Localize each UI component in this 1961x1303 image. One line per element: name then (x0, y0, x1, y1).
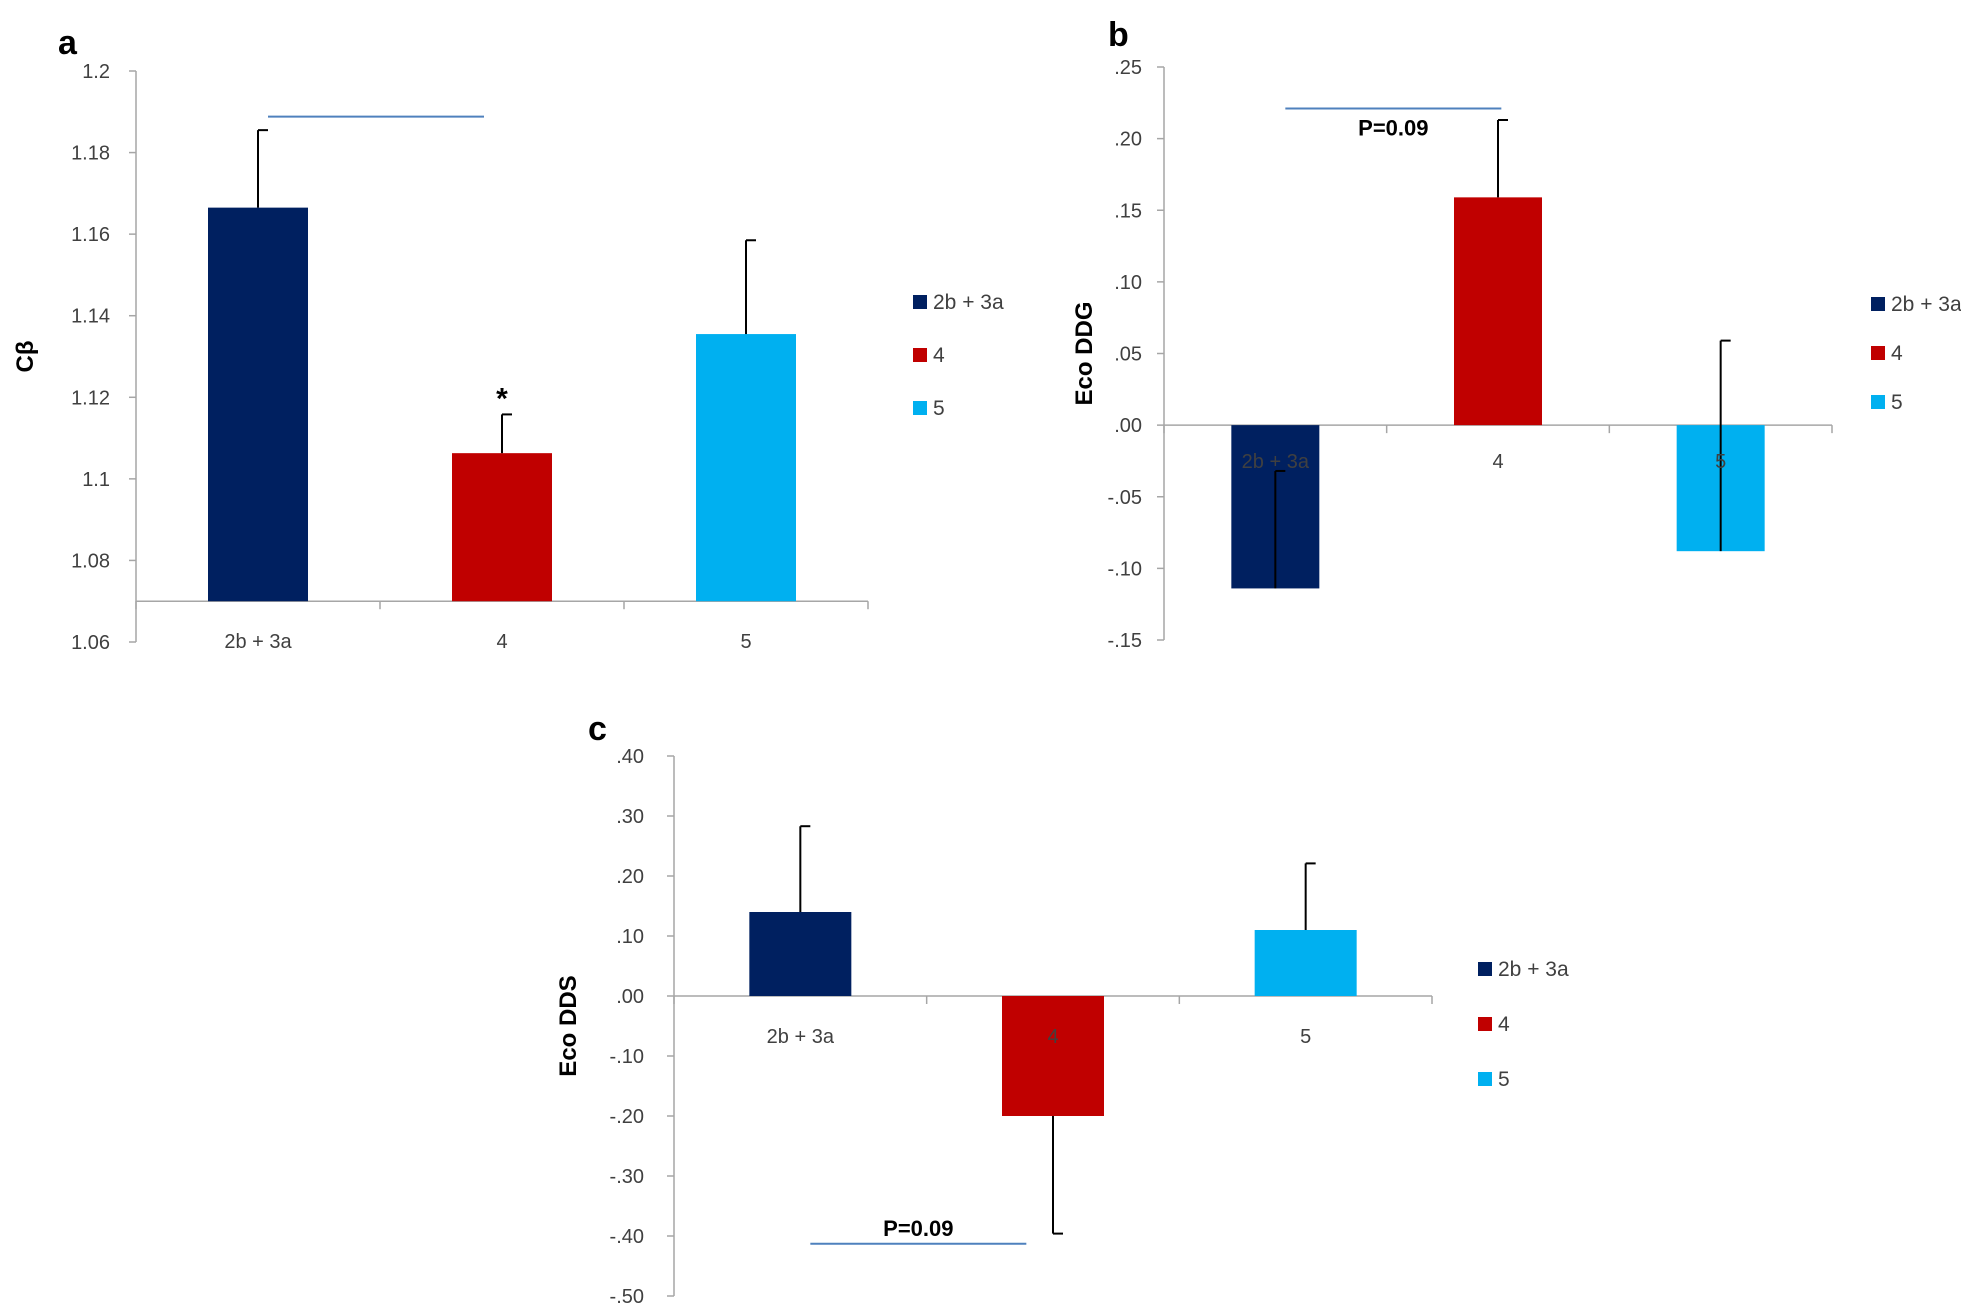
legend-label: 4 (1498, 1013, 1510, 1036)
panel-a: a Cβ 1.06 1.08 1.1 1.12 1.14 1.16 1.18 1.2 2b + 3a… (12, 24, 1004, 654)
panel-b: b Eco DDG -.15 -.10 -.05 .00 .05 .10 .15 .20 .25 2b… (1071, 16, 1961, 652)
y-axis-title: Eco DDS (555, 975, 582, 1076)
y-tick-label: .25 (1114, 57, 1142, 79)
y-tick-label: 1.06 (71, 632, 110, 654)
y-tick-label: 1.1 (82, 469, 110, 491)
p-value-label: P=0.09 (1358, 116, 1428, 141)
bar (1454, 197, 1542, 426)
legend-swatch (1478, 1072, 1492, 1086)
category-label: 4 (1492, 451, 1503, 473)
legend-label: 4 (1891, 342, 1903, 365)
legend-swatch (1478, 1017, 1492, 1031)
category-label: 2b + 3a (224, 631, 292, 653)
y-tick-label: .10 (1114, 272, 1142, 294)
y-axis-title: Cβ (12, 341, 39, 373)
legend-swatch (1871, 346, 1885, 360)
bar (1002, 996, 1104, 1116)
y-tick-label: 1.2 (82, 61, 110, 83)
panel-letter: b (1108, 16, 1129, 54)
legend-label: 2b + 3a (1891, 293, 1961, 316)
category-label: 5 (1300, 1026, 1311, 1048)
legend-label: 5 (1498, 1068, 1510, 1091)
y-axis-title: Eco DDG (1071, 301, 1098, 405)
panel-c: c Eco DDS -.50 -.40 -.30 -.20 -.10 .00 .10 .20 .30… (555, 710, 1569, 1303)
y-tick-label: -.50 (610, 1286, 644, 1303)
bar (208, 207, 308, 602)
y-tick-label: .00 (616, 986, 644, 1008)
y-tick-label: 1.08 (71, 550, 110, 572)
legend-label: 2b + 3a (1498, 958, 1569, 981)
y-tick-label: -.10 (1108, 558, 1142, 580)
legend-swatch (913, 401, 927, 415)
significance-star: * (496, 382, 508, 415)
y-tick-label: -.10 (610, 1046, 644, 1068)
category-label: 2b + 3a (767, 1026, 835, 1048)
panel-letter: a (58, 24, 78, 62)
y-tick-label: .00 (1114, 415, 1142, 437)
bar (452, 453, 552, 602)
y-tick-label: 1.12 (71, 387, 110, 409)
y-tick-label: .10 (616, 926, 644, 948)
category-label: 5 (740, 631, 751, 653)
y-tick-label: -.20 (610, 1106, 644, 1128)
bar (749, 912, 852, 996)
y-tick-label: .20 (616, 866, 644, 888)
y-tick-label: -.15 (1108, 630, 1142, 652)
legend-swatch (1871, 395, 1885, 409)
category-label: 5 (1715, 451, 1726, 473)
legend-swatch (913, 348, 927, 362)
y-tick-label: 1.14 (71, 306, 110, 328)
legend-swatch (1871, 297, 1885, 311)
panel-letter: c (588, 710, 607, 748)
y-tick-label: .30 (616, 806, 644, 828)
bar (1254, 930, 1357, 996)
legend-swatch (1478, 962, 1492, 976)
y-tick-label: -.40 (610, 1226, 644, 1248)
bar (696, 334, 796, 602)
legend-swatch (913, 295, 927, 309)
y-tick-label: -.30 (610, 1166, 644, 1188)
category-label: 2b + 3a (1242, 451, 1310, 473)
y-tick-label: .15 (1114, 200, 1142, 222)
y-tick-label: .05 (1114, 344, 1142, 366)
p-value-label: P=0.09 (883, 1216, 953, 1241)
legend-label: 2b + 3a (933, 291, 1004, 314)
y-tick-label: 1.16 (71, 224, 110, 246)
y-tick-label: .40 (616, 746, 644, 768)
category-label: 4 (496, 631, 507, 653)
y-tick-label: .20 (1114, 129, 1142, 151)
y-tick-label: 1.18 (71, 143, 110, 165)
legend-label: 4 (933, 344, 945, 367)
category-label: 4 (1047, 1026, 1058, 1048)
y-tick-label: -.05 (1108, 487, 1142, 509)
legend-label: 5 (1891, 391, 1903, 414)
legend-label: 5 (933, 397, 945, 420)
